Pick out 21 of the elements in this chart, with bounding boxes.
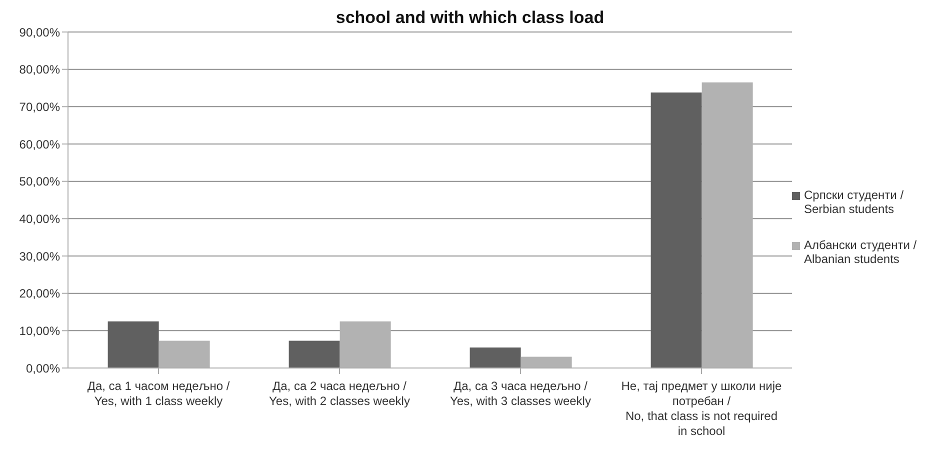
bar <box>650 92 702 368</box>
y-tick-label: 20,00% <box>19 286 60 301</box>
x-tick-label: Да, са 3 часа недељно / Yes, with 3 classes weekly <box>450 379 591 408</box>
legend-label: Албански студенти / Albanian students <box>804 238 917 266</box>
y-tick-label: 30,00% <box>19 249 60 264</box>
y-tick-label: 80,00% <box>19 62 60 77</box>
y-tick-label: 0,00% <box>26 361 60 376</box>
y-tick-label: 70,00% <box>19 100 60 114</box>
bar <box>288 340 340 368</box>
y-tick-label: 10,00% <box>19 324 60 338</box>
y-tick-label: 90,00% <box>19 25 60 40</box>
y-tick-label: 60,00% <box>19 137 60 152</box>
chart-title: school and with which class load <box>336 8 604 27</box>
bar <box>470 347 521 368</box>
x-tick-label: Да, са 1 часом недељно / Yes, with 1 class weekly <box>87 379 230 408</box>
x-tick-label: Да, са 2 часа недељно / Yes, with 2 classes weekly <box>269 379 410 408</box>
y-tick-label: 50,00% <box>19 174 60 189</box>
bar <box>108 321 159 368</box>
x-tick-label: Не, тај предмет у школи није потребан / No, that class is not required in school <box>621 379 782 438</box>
y-tick-label: 40,00% <box>19 212 60 226</box>
legend-label: Српски студенти / Serbian students <box>804 188 904 216</box>
